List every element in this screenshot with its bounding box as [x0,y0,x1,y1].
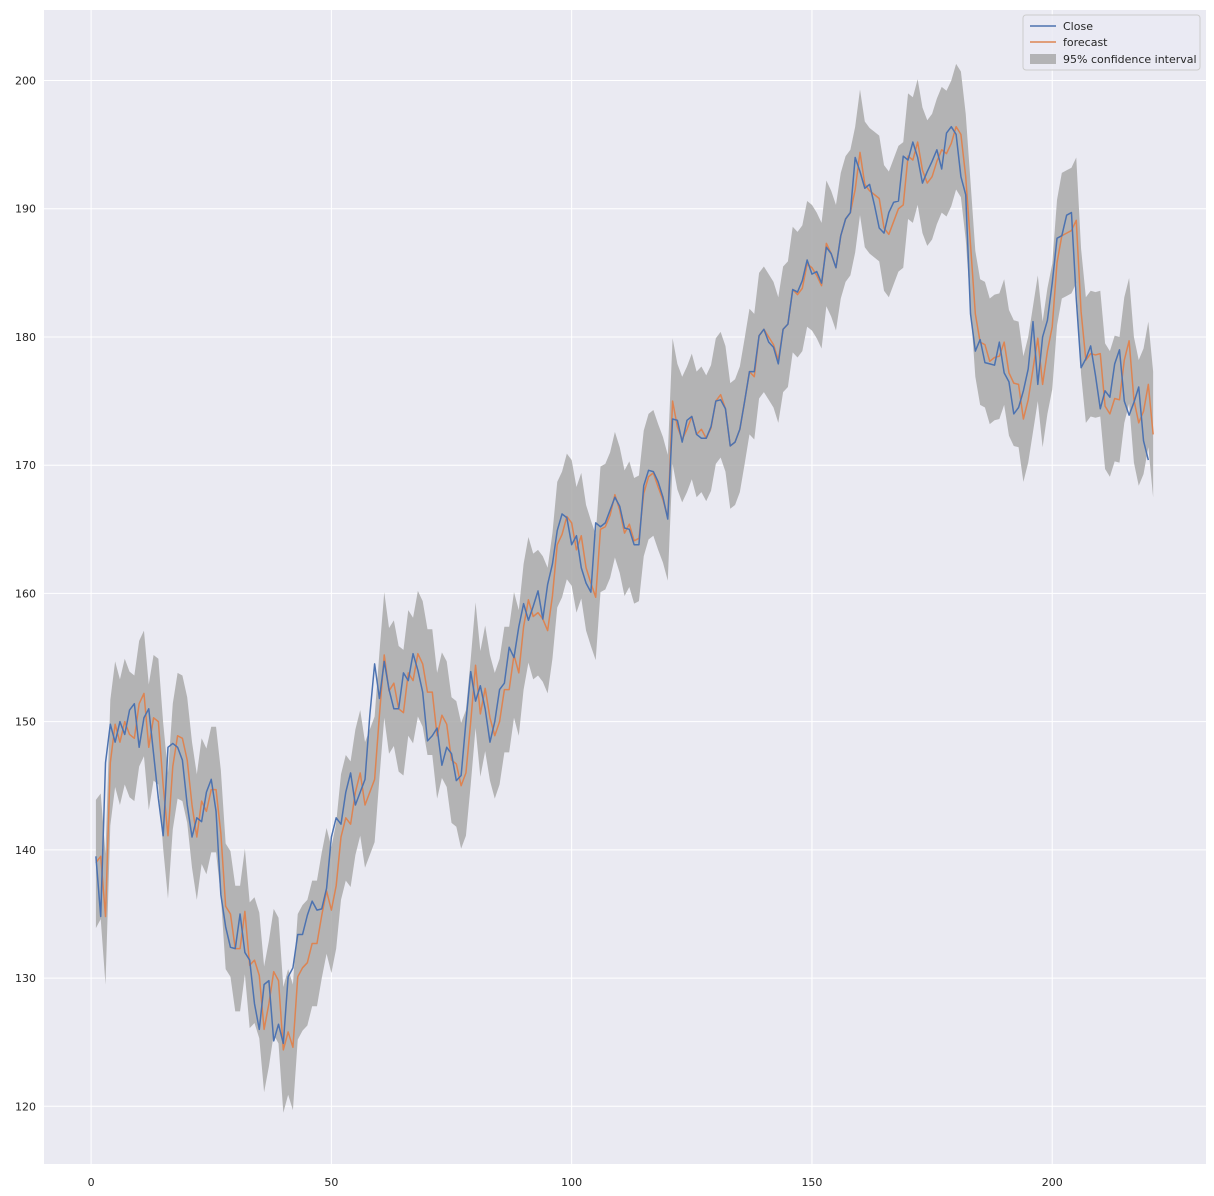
legend-close-label: Close [1063,20,1093,33]
y-tick-label: 190 [15,203,36,216]
y-tick-label: 150 [15,716,36,729]
x-tick-label: 200 [1042,1176,1063,1189]
legend-ci-swatch [1030,54,1056,64]
y-tick-label: 130 [15,972,36,985]
y-tick-label: 180 [15,331,36,344]
y-tick-label: 140 [15,844,36,857]
legend-forecast-label: forecast [1063,36,1108,49]
legend-ci-label: 95% confidence interval [1063,53,1197,66]
y-tick-label: 160 [15,587,36,600]
y-axis-ticks: 120 130 140 150 160 170 180 190 200 [15,75,36,1114]
y-tick-label: 200 [15,75,36,88]
forecast-series-line [95,125,1154,1051]
x-axis-ticks: 0 50 100 150 200 [88,1176,1063,1189]
y-tick-label: 170 [15,459,36,472]
confidence-interval-band [95,63,1154,1113]
legend-box [1022,14,1201,71]
y-tick-label: 120 [15,1100,36,1113]
close-series-line [95,125,1150,1045]
x-tick-label: 0 [88,1176,95,1189]
legend: Close forecast 95% confidence interval [1022,14,1201,71]
x-tick-label: 150 [801,1176,822,1189]
x-tick-label: 100 [561,1176,582,1189]
x-tick-label: 50 [324,1176,338,1189]
